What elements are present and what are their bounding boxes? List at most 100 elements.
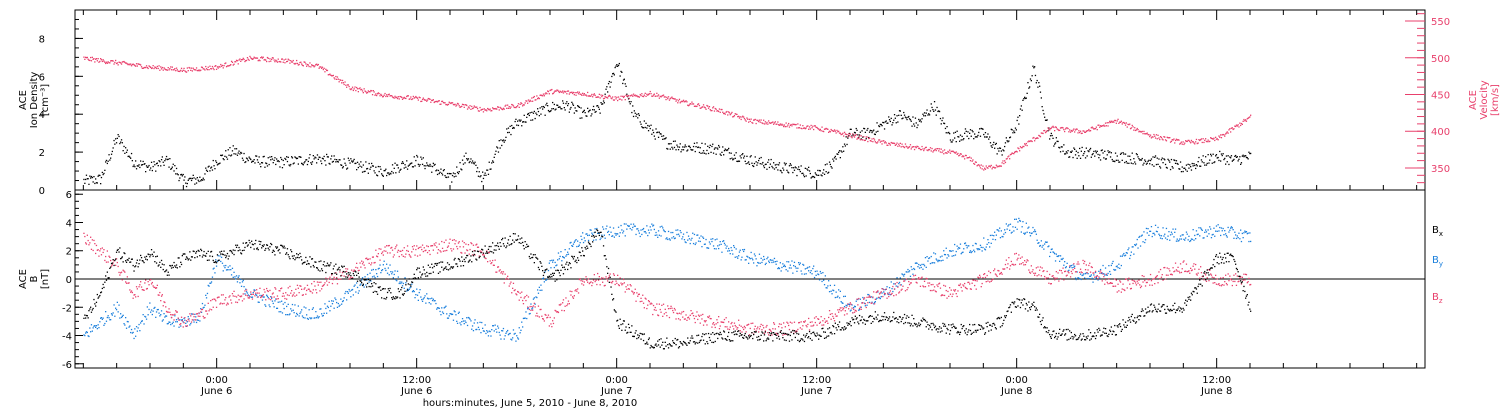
velocity-point [373,91,375,93]
by-point [312,307,314,309]
velocity-point [170,69,173,71]
ion-density-point [803,174,805,176]
by-point [546,278,548,281]
ion-density-point [1033,67,1035,69]
by-point [687,235,690,237]
ion-density-point [351,161,354,163]
velocity-point [1235,124,1238,126]
bz-point [195,319,197,321]
bz-point [451,239,454,241]
ion-density-point [461,169,463,171]
ion-density-point [574,107,576,109]
by-point [381,269,383,272]
velocity-point [1018,148,1020,150]
by-point [596,227,598,230]
by-point [179,319,181,321]
by-point [435,302,437,305]
ion-density-point [223,159,225,161]
velocity-point [100,59,103,61]
by-point [351,288,354,291]
by-point [619,232,621,234]
bz-point [232,295,234,297]
bz-point [527,306,529,308]
ion-density-point [400,168,402,170]
ion-density-point [592,105,595,108]
velocity-point [691,101,693,103]
velocity-point [1190,142,1192,144]
by-point [807,266,809,269]
by-point [580,235,582,237]
ion-density-point [494,153,496,155]
ion-density-point [416,154,418,157]
by-point [993,235,995,237]
velocity-point [606,96,608,98]
bz-point [516,294,518,296]
ion-density-point [1146,162,1148,164]
velocity-point [466,104,468,107]
velocity-point [152,65,154,67]
by-point [401,285,404,287]
bz-point [310,290,312,293]
ion-density-point [833,160,835,162]
by-point [1152,232,1154,235]
velocity-point [567,90,570,92]
by-group [83,217,1252,342]
velocity-point [1176,139,1178,141]
ion-density-point [302,164,304,166]
ion-density-point [873,133,876,135]
velocity-point [890,141,892,144]
ion-density-point [738,160,740,162]
ion-density-point [913,123,915,125]
velocity-point [495,107,497,110]
ion-density-point [145,171,147,173]
velocity-point [1095,126,1097,128]
bottom-panel-marks [83,217,1252,350]
ion-density-point [151,169,153,172]
velocity-point [843,131,846,133]
by-point [225,264,227,267]
by-point [136,330,138,332]
bz-point [272,292,274,294]
ion-density-point [1087,150,1089,152]
velocity-point [215,65,217,67]
ion-density-point [999,147,1002,149]
ion-density-point [695,146,697,148]
ion-density-point [860,138,862,140]
ion-density-point [316,162,318,164]
velocity-point [485,109,487,111]
velocity-point [921,145,923,148]
ion-density-point [851,135,853,137]
by-point [883,291,885,293]
ion-density-point [921,118,923,120]
by-point [290,308,292,310]
by-point [896,277,898,279]
by-point [912,273,914,275]
bz-point [519,292,521,294]
ion-density-point [517,124,520,127]
velocity-point [762,122,764,125]
bz-point [153,286,155,288]
by-point [771,261,773,264]
velocity-point [1091,126,1093,128]
ion-density-point [775,166,777,169]
velocity-point [1057,128,1059,131]
by-point [351,289,353,291]
bz-point [364,267,366,269]
velocity-point [566,93,568,95]
ion-density-point [973,138,975,140]
bottom-tick-label: 0 [66,275,72,286]
velocity-point [1154,137,1157,139]
by-point [150,311,152,313]
velocity-point [976,165,978,167]
bz-point [212,306,214,308]
velocity-point [1042,132,1044,135]
ion-density-point [245,157,248,159]
velocity-point [789,124,791,126]
by-point [730,247,732,249]
by-point [985,246,987,248]
by-point [271,300,274,302]
bz-point [160,300,162,302]
velocity-point [647,93,650,96]
by-point [170,323,172,326]
velocity-point [819,128,821,131]
